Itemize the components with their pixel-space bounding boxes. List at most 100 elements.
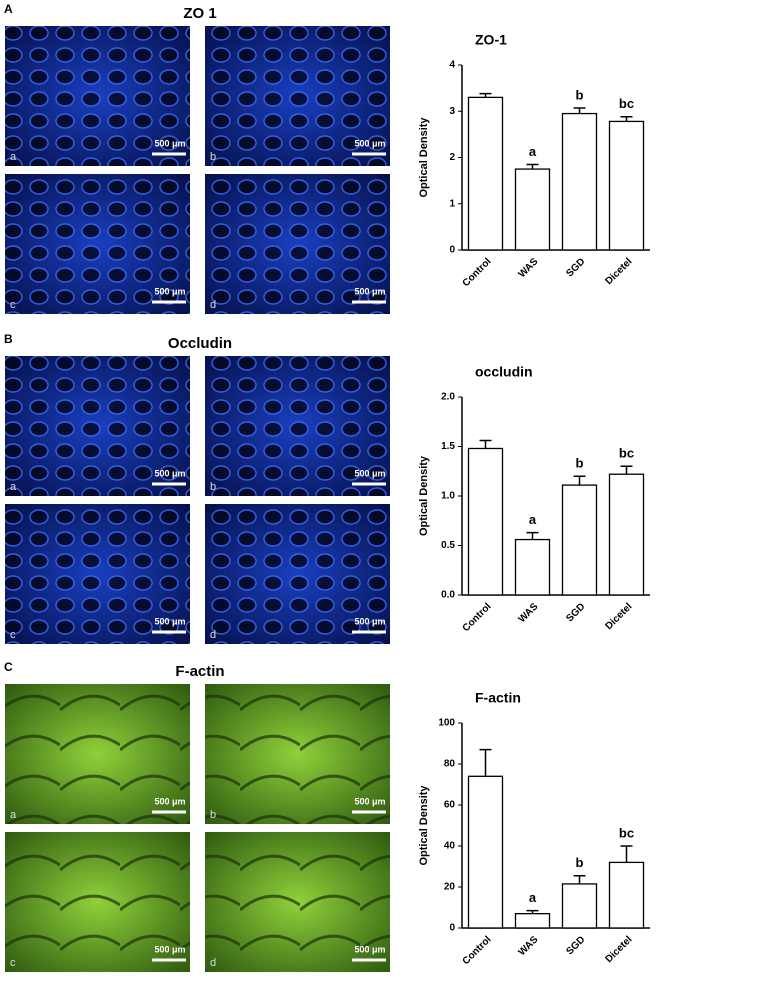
significance-label: a <box>529 144 537 159</box>
significance-label: bc <box>619 96 634 111</box>
y-axis-label: Optical Density <box>418 117 430 198</box>
micrograph-texture <box>205 832 390 972</box>
x-tick-label: WAS <box>517 256 541 280</box>
x-tick-label: SGD <box>564 934 587 957</box>
significance-label: bc <box>619 825 634 840</box>
significance-label: b <box>576 855 584 870</box>
y-tick-label: 80 <box>444 759 456 770</box>
significance-label: b <box>576 87 584 102</box>
panel-label: A <box>4 2 13 16</box>
y-axis-label: Optical Density <box>418 455 430 536</box>
image-label: d <box>210 629 216 641</box>
x-tick-label: Control <box>461 934 494 967</box>
image-label: a <box>10 151 17 163</box>
y-tick-label: 60 <box>444 800 456 811</box>
bar <box>514 538 551 596</box>
image-label: b <box>210 151 216 163</box>
y-tick-label: 0 <box>449 245 455 256</box>
y-tick-label: 2.0 <box>441 392 455 403</box>
x-tick-label: Dicetel <box>604 934 635 965</box>
image-label: a <box>10 809 17 821</box>
y-tick-label: 1 <box>449 198 455 209</box>
panel-label: B <box>4 332 13 346</box>
micrograph-texture <box>5 684 190 824</box>
scale-label: 500 μm <box>154 286 185 296</box>
scale-label: 500 μm <box>154 468 185 478</box>
bar <box>514 168 551 251</box>
panel-heading: Occludin <box>168 335 232 352</box>
x-tick-label: Control <box>461 256 494 289</box>
y-tick-label: 2 <box>449 152 455 163</box>
micrograph-texture <box>205 684 390 824</box>
scale-label: 500 μm <box>354 138 385 148</box>
bar <box>561 484 598 596</box>
x-tick-label: WAS <box>517 934 541 958</box>
significance-label: b <box>576 456 584 471</box>
image-label: a <box>10 481 17 493</box>
y-tick-label: 40 <box>444 841 456 852</box>
image-label: d <box>210 957 216 969</box>
error-bar <box>573 107 586 114</box>
image-label: c <box>10 957 16 969</box>
y-tick-label: 4 <box>449 60 455 71</box>
error-bar <box>573 874 586 884</box>
y-tick-label: 0 <box>449 923 455 934</box>
micrograph-texture <box>5 26 190 166</box>
chart-title: occludin <box>475 364 533 380</box>
scale-label: 500 μm <box>354 944 385 954</box>
error-bar <box>479 748 492 777</box>
error-bar <box>526 909 539 914</box>
image-label: b <box>210 481 216 493</box>
micrograph-texture <box>5 174 190 314</box>
bar <box>608 861 645 929</box>
micrograph-texture <box>205 356 390 496</box>
bar <box>514 913 551 929</box>
error-bar <box>526 163 539 170</box>
image-label: b <box>210 809 216 821</box>
micrograph-texture <box>5 832 190 972</box>
image-label: c <box>10 299 16 311</box>
scale-label: 500 μm <box>154 796 185 806</box>
scale-label: 500 μm <box>354 796 385 806</box>
scale-label: 500 μm <box>354 616 385 626</box>
y-axis-label: Optical Density <box>418 785 430 866</box>
micrograph-texture <box>205 26 390 166</box>
x-tick-label: WAS <box>517 601 541 625</box>
scale-label: 500 μm <box>354 286 385 296</box>
bar <box>467 775 504 929</box>
image-label: d <box>210 299 216 311</box>
error-bar <box>479 92 492 98</box>
error-bar <box>620 465 633 475</box>
y-tick-label: 0.5 <box>441 540 455 551</box>
error-bar <box>526 531 539 540</box>
error-bar <box>620 845 633 863</box>
x-tick-label: SGD <box>564 601 587 624</box>
bar <box>608 473 645 596</box>
micrograph-texture <box>205 174 390 314</box>
micrograph-texture <box>5 356 190 496</box>
significance-label: a <box>529 890 537 905</box>
panel-heading: ZO 1 <box>183 5 216 22</box>
panel-label: C <box>4 660 13 674</box>
micrograph-texture <box>205 504 390 644</box>
y-tick-label: 1.5 <box>441 441 455 452</box>
chart-title: F-actin <box>475 690 521 706</box>
scale-label: 500 μm <box>354 468 385 478</box>
scale-label: 500 μm <box>154 944 185 954</box>
error-bar <box>573 475 586 486</box>
bar <box>561 883 598 929</box>
y-tick-label: 3 <box>449 106 455 117</box>
x-tick-label: SGD <box>564 256 587 279</box>
x-tick-label: Dicetel <box>604 601 635 632</box>
bar <box>561 112 598 251</box>
scale-label: 500 μm <box>154 138 185 148</box>
y-tick-label: 20 <box>444 882 456 893</box>
significance-label: a <box>529 512 537 527</box>
panel-heading: F-actin <box>175 663 224 680</box>
image-label: c <box>10 629 16 641</box>
y-tick-label: 0.0 <box>441 590 455 601</box>
scale-label: 500 μm <box>154 616 185 626</box>
bar <box>467 447 504 596</box>
bar <box>467 96 504 251</box>
